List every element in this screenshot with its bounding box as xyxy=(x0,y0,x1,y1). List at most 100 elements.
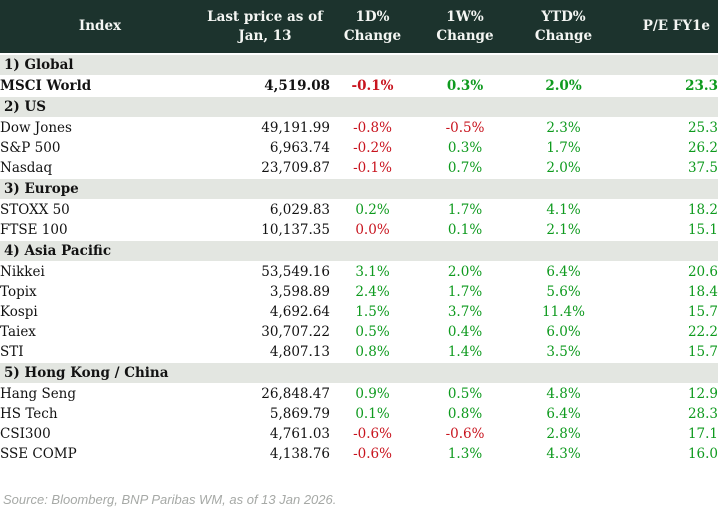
last-price-cell: 3,598.89 xyxy=(200,282,330,302)
ytd-change-cell: 2.0% xyxy=(515,158,612,179)
ytd-change-cell: 3.5% xyxy=(515,342,612,363)
index-name-cell: STOXX 50 xyxy=(0,199,200,220)
column-header-pe-fy1e: P/E FY1e xyxy=(612,0,718,55)
pe-value-cell: 22.2 xyxy=(612,322,718,342)
table-header: Index Last price as of Jan, 13 1D% Change 1W… xyxy=(0,0,718,55)
ytd-change-cell: 6.0% xyxy=(515,322,612,342)
index-name-cell: FTSE 100 xyxy=(0,220,200,241)
index-name-cell: Nasdaq xyxy=(0,158,200,179)
1w-change-cell: 1.7% xyxy=(415,199,515,220)
index-row: HS Tech 5,869.79 0.1% 0.8% 6.4% 28.3 xyxy=(0,404,718,424)
section-row: 2) US xyxy=(0,96,718,118)
ytd-change-cell: 2.1% xyxy=(515,220,612,241)
1w-change-cell: 3.7% xyxy=(415,302,515,322)
1d-change-cell: 1.5% xyxy=(330,302,415,322)
1d-change-cell: -0.1% xyxy=(330,158,415,179)
index-row: STOXX 50 6,029.83 0.2% 1.7% 4.1% 18.2 xyxy=(0,199,718,220)
1w-change-cell: -0.6% xyxy=(415,424,515,444)
index-name-cell: S&P 500 xyxy=(0,138,200,158)
ytd-change-cell: 2.3% xyxy=(515,117,612,138)
1d-change-cell: 0.9% xyxy=(330,383,415,404)
1d-change-cell: -0.2% xyxy=(330,138,415,158)
ytd-change-cell: 6.4% xyxy=(515,404,612,424)
section-row: 5) Hong Kong / China xyxy=(0,362,718,384)
last-price-cell: 23,709.87 xyxy=(200,158,330,179)
index-name-cell: Nikkei xyxy=(0,261,200,282)
index-name-cell: MSCI World xyxy=(0,75,200,97)
pe-value-cell: 37.5 xyxy=(612,158,718,179)
1d-change-cell: -0.8% xyxy=(330,117,415,138)
ytd-change-cell: 2.8% xyxy=(515,424,612,444)
index-row: Topix 3,598.89 2.4% 1.7% 5.6% 18.4 xyxy=(0,282,718,302)
1d-change-cell: 0.0% xyxy=(330,220,415,241)
1w-change-cell: 0.7% xyxy=(415,158,515,179)
last-price-cell: 5,869.79 xyxy=(200,404,330,424)
last-price-cell: 4,138.76 xyxy=(200,444,330,464)
1d-change-cell: 0.1% xyxy=(330,404,415,424)
index-row: Nasdaq 23,709.87 -0.1% 0.7% 2.0% 37.5 xyxy=(0,158,718,179)
1d-change-cell: -0.1% xyxy=(330,75,415,97)
1w-change-cell: -0.5% xyxy=(415,117,515,138)
last-price-cell: 53,549.16 xyxy=(200,261,330,282)
pe-value-cell: 18.2 xyxy=(612,199,718,220)
index-row: MSCI World 4,519.08 -0.1% 0.3% 2.0% 23.3 xyxy=(0,75,718,97)
index-row: Dow Jones 49,191.99 -0.8% -0.5% 2.3% 25.3 xyxy=(0,117,718,138)
ytd-change-cell: 5.6% xyxy=(515,282,612,302)
pe-value-cell: 16.0 xyxy=(612,444,718,464)
pe-value-cell: 15.1 xyxy=(612,220,718,241)
last-price-cell: 26,848.47 xyxy=(200,383,330,404)
index-name-cell: SSE COMP xyxy=(0,444,200,464)
1d-change-cell: 0.2% xyxy=(330,199,415,220)
index-name-cell: Kospi xyxy=(0,302,200,322)
last-price-cell: 4,761.03 xyxy=(200,424,330,444)
last-price-cell: 4,807.13 xyxy=(200,342,330,363)
index-name-cell: Hang Seng xyxy=(0,383,200,404)
pe-value-cell: 23.3 xyxy=(612,75,718,97)
ytd-change-cell: 4.8% xyxy=(515,383,612,404)
ytd-change-cell: 2.0% xyxy=(515,75,612,97)
1d-change-cell: 3.1% xyxy=(330,261,415,282)
pe-value-cell: 12.9 xyxy=(612,383,718,404)
last-price-cell: 6,963.74 xyxy=(200,138,330,158)
1w-change-cell: 1.4% xyxy=(415,342,515,363)
pe-value-cell: 18.4 xyxy=(612,282,718,302)
ytd-change-cell: 4.1% xyxy=(515,199,612,220)
pe-value-cell: 15.7 xyxy=(612,342,718,363)
section-row: 1) Global xyxy=(0,53,718,76)
section-label: 1) Global xyxy=(0,53,718,76)
1w-change-cell: 1.7% xyxy=(415,282,515,302)
column-header-index: Index xyxy=(0,0,200,55)
index-row: Nikkei 53,549.16 3.1% 2.0% 6.4% 20.6 xyxy=(0,261,718,282)
section-label: 4) Asia Pacific xyxy=(0,240,718,262)
header-row: Index Last price as of Jan, 13 1D% Change 1W… xyxy=(0,0,718,55)
section-label: 3) Europe xyxy=(0,178,718,200)
1w-change-cell: 0.4% xyxy=(415,322,515,342)
1w-change-cell: 0.1% xyxy=(415,220,515,241)
pe-value-cell: 28.3 xyxy=(612,404,718,424)
section-row: 3) Europe xyxy=(0,178,718,200)
last-price-cell: 6,029.83 xyxy=(200,199,330,220)
index-name-cell: HS Tech xyxy=(0,404,200,424)
pe-value-cell: 25.3 xyxy=(612,117,718,138)
1w-change-cell: 0.3% xyxy=(415,75,515,97)
indices-table: Index Last price as of Jan, 13 1D% Change 1W… xyxy=(0,0,718,464)
pe-value-cell: 26.2 xyxy=(612,138,718,158)
1d-change-cell: -0.6% xyxy=(330,444,415,464)
1w-change-cell: 2.0% xyxy=(415,261,515,282)
index-row: Kospi 4,692.64 1.5% 3.7% 11.4% 15.7 xyxy=(0,302,718,322)
1w-change-cell: 0.3% xyxy=(415,138,515,158)
section-row: 4) Asia Pacific xyxy=(0,240,718,262)
index-name-cell: Dow Jones xyxy=(0,117,200,138)
last-price-cell: 4,692.64 xyxy=(200,302,330,322)
last-price-cell: 10,137.35 xyxy=(200,220,330,241)
1w-change-cell: 1.3% xyxy=(415,444,515,464)
index-name-cell: Taiex xyxy=(0,322,200,342)
ytd-change-cell: 11.4% xyxy=(515,302,612,322)
index-name-cell: Topix xyxy=(0,282,200,302)
last-price-cell: 30,707.22 xyxy=(200,322,330,342)
column-header-1w-change: 1W% Change xyxy=(415,0,515,55)
last-price-cell: 4,519.08 xyxy=(200,75,330,97)
1w-change-cell: 0.8% xyxy=(415,404,515,424)
index-row: CSI300 4,761.03 -0.6% -0.6% 2.8% 17.1 xyxy=(0,424,718,444)
